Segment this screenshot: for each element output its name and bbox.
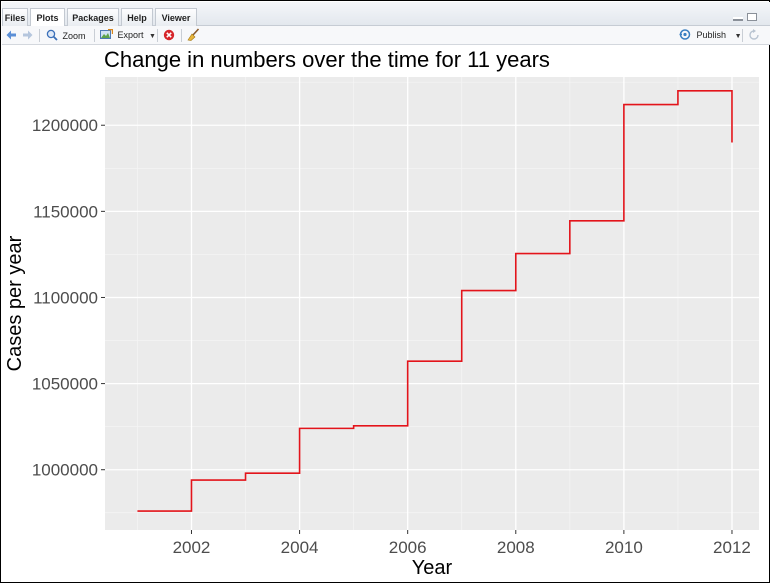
pane-tab-bar: Files Plots Packages Help Viewer [2,2,770,26]
y-tick-label: 1100000 [33,288,98,307]
x-tick-label: 2010 [605,538,643,557]
toolbar-divider [39,29,40,42]
publish-label: Publish [697,30,727,40]
plot-viewer: Change in numbers over the time for 11 y… [2,45,770,583]
zoom-label: Zoom [63,31,86,41]
remove-plot-icon[interactable] [163,29,175,41]
tab-plots[interactable]: Plots [30,8,65,27]
toolbar-divider [94,29,95,42]
tab-help[interactable]: Help [121,8,153,26]
maximize-icon[interactable] [747,13,757,21]
tab-label: Packages [72,13,114,23]
y-tick-label: 1150000 [33,202,98,221]
broom-clear-icon[interactable] [187,28,200,41]
back-arrow-icon[interactable] [6,30,17,40]
chart-title: Change in numbers over the time for 11 y… [104,47,550,72]
tab-label: Plots [36,13,58,23]
toolbar-divider [181,29,182,42]
y-tick-label: 1000000 [32,461,98,480]
x-tick-label: 2008 [497,538,535,557]
tab-label: Help [127,13,147,23]
y-axis-ticks: 1000000 1050000 1100000 1150000 1200000 [32,116,105,479]
tab-viewer[interactable]: Viewer [155,8,197,26]
export-button[interactable]: Export ▼ [100,29,156,42]
minimize-icon[interactable] [733,17,743,21]
y-tick-label: 1050000 [32,375,98,394]
y-tick-label: 1200000 [32,116,98,135]
tab-label: Files [5,13,26,23]
x-tick-label: 2006 [389,538,427,557]
tab-label: Viewer [162,13,191,23]
forward-arrow-icon[interactable] [22,30,33,40]
x-tick-label: 2002 [173,538,211,557]
publish-icon [679,29,692,40]
export-label: Export [118,30,144,40]
chevron-down-icon: ▼ [149,33,156,40]
refresh-icon[interactable] [748,29,760,41]
plots-toolbar: Zoom Export ▼ [2,26,770,45]
toolbar-divider [157,29,158,42]
zoom-button[interactable]: Zoom [46,29,86,42]
export-image-icon [100,29,113,40]
zoom-magnifier-icon [46,29,58,41]
plot-panel [105,77,759,530]
toolbar-divider [742,29,743,42]
publish-button[interactable]: Publish ▼ [679,29,742,42]
tab-packages[interactable]: Packages [67,8,119,26]
tab-files[interactable]: Files [2,8,28,26]
x-tick-label: 2012 [713,538,751,557]
x-axis-label: Year [412,557,453,579]
step-chart: Change in numbers over the time for 11 y… [2,45,770,583]
y-axis-label: Cases per year [4,235,26,371]
x-tick-label: 2004 [281,538,319,557]
chevron-down-icon: ▼ [735,33,742,40]
x-axis-ticks: 2002 2004 2006 2008 2010 2012 [173,530,751,557]
